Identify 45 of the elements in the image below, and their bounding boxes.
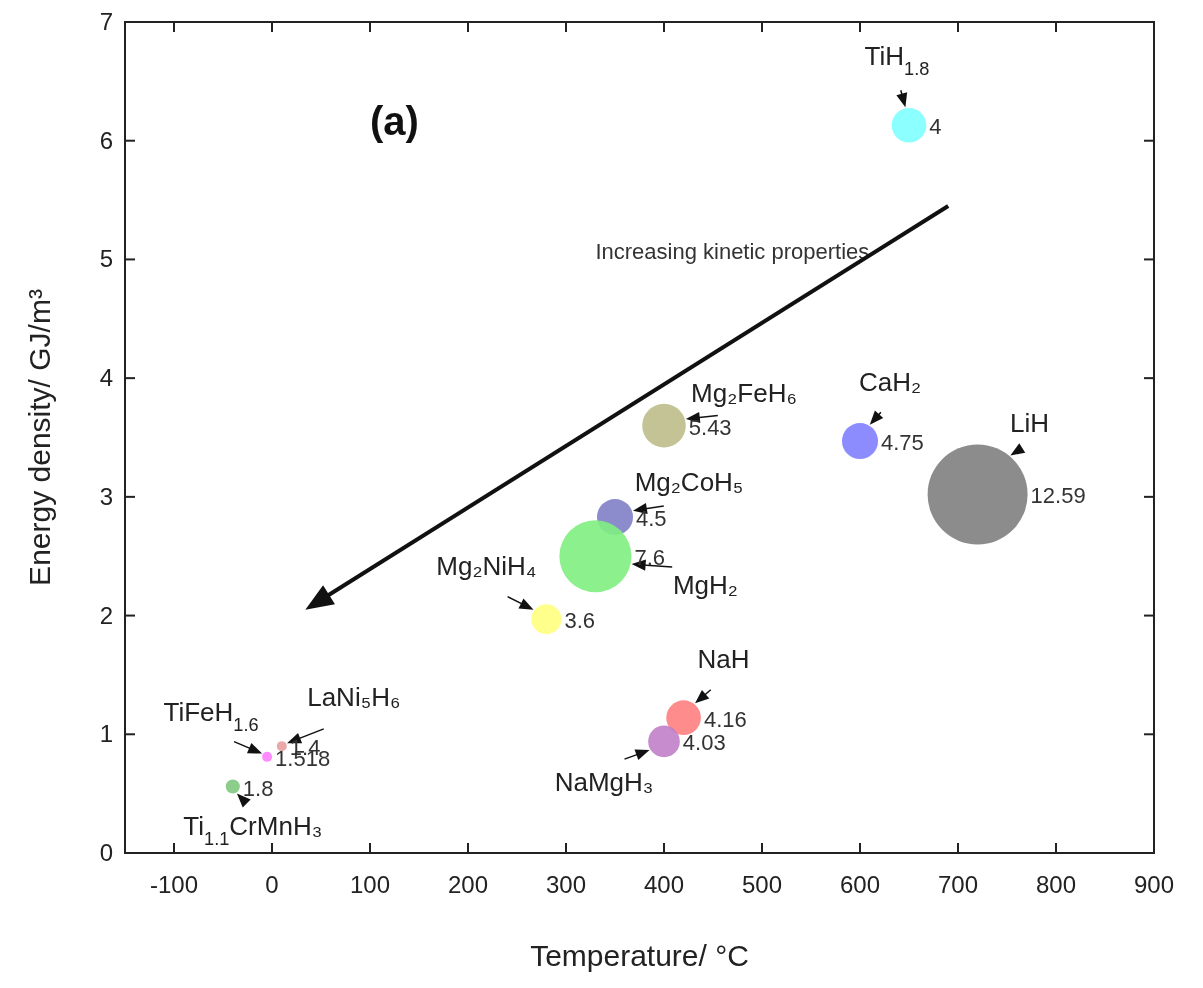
- annotation: (a): [370, 98, 419, 143]
- x-tick-label: 0: [265, 871, 279, 898]
- series-label: Mg₂NiH₄: [436, 551, 537, 582]
- annotation: 3.6: [564, 608, 595, 634]
- x-tick-label: 100: [349, 871, 391, 898]
- annotation: 4.75: [881, 430, 924, 456]
- series-label: CaH₂: [858, 367, 922, 398]
- annotation: 4.16: [703, 706, 747, 732]
- series-label: Mg₂FeH₆: [691, 377, 797, 408]
- y-tick-label: 4: [99, 364, 113, 392]
- series-label: TiH$_{1.8}$: [864, 41, 930, 80]
- series-label: LiH: [1010, 408, 1050, 439]
- y-tick-label: 1: [99, 720, 113, 748]
- x-tick-label: 300: [545, 871, 587, 898]
- x-tick-label: 400: [643, 871, 685, 898]
- annotation: 4.5: [636, 506, 667, 532]
- y-tick-label: 5: [99, 245, 113, 273]
- x-axis-title: Temperature/ °C: [530, 939, 749, 972]
- x-tick-label: 900: [1133, 871, 1175, 898]
- y-tick-label: 2: [99, 601, 113, 629]
- y-tick-label: 6: [99, 126, 113, 154]
- series-label: LaNi₅H₆: [307, 682, 401, 713]
- annotation: 4.03: [682, 730, 726, 756]
- x-tick-label: 200: [447, 871, 489, 898]
- series-label: Mg₂CoH₅: [634, 467, 744, 498]
- y-tick-label: 3: [99, 482, 113, 510]
- series-label: MgH₂: [672, 570, 738, 601]
- x-tick-label: 600: [839, 871, 881, 898]
- y-axis-title: Energy density/ GJ/m³: [23, 289, 56, 586]
- annotation: 4: [929, 114, 942, 140]
- y-tick-label: 7: [99, 8, 113, 35]
- annotation: 7.6: [634, 545, 666, 571]
- series-label: NaH: [697, 643, 750, 674]
- series-label: NaMgH₃: [554, 767, 654, 798]
- x-tick-label: 500: [741, 871, 783, 898]
- series-label: TiFeH$_{1.6}$: [163, 696, 259, 735]
- x-tick-label: 800: [1035, 871, 1077, 898]
- series-label: Ti$_{1.1}$CrMnH₃: [183, 810, 323, 849]
- x-tick-label: -100: [149, 871, 199, 898]
- annotation: 5.43: [688, 414, 732, 440]
- annotation: 12.59: [1030, 483, 1086, 509]
- annotation: 1.8: [242, 775, 274, 801]
- annotation: Increasing kinetic properties: [595, 239, 870, 265]
- y-tick-label: 0: [99, 839, 113, 866]
- x-tick-label: 700: [937, 871, 979, 898]
